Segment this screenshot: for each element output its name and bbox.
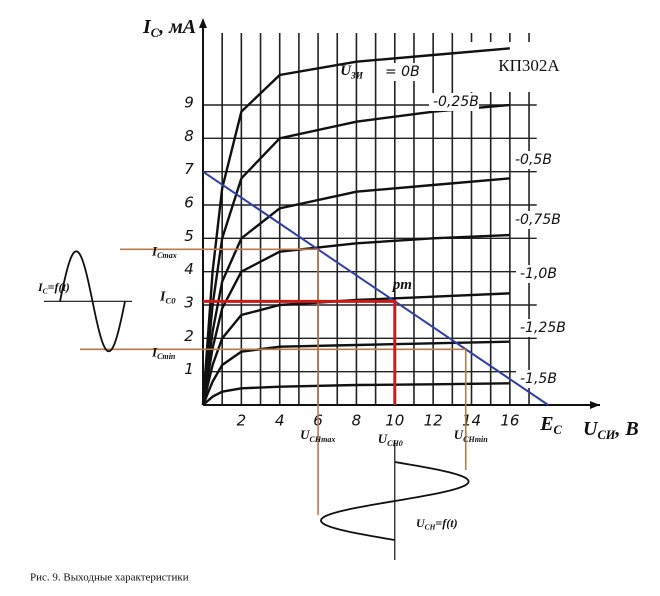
ucmax-label-main: U: [300, 427, 310, 442]
caption: Рис. 9. Выходные характеристики: [30, 572, 189, 584]
curve: [201, 292, 510, 406]
x-axis-label-rest: , В: [614, 418, 638, 440]
uc-wave-label-main: U: [416, 516, 426, 530]
series-label-bg: [516, 319, 566, 337]
x-tick-label: 2: [237, 412, 247, 430]
load-line: [202, 170, 549, 406]
chart-title: КП302А: [498, 56, 560, 75]
ic0-label: IC0: [159, 290, 176, 306]
uc-wave-label-rest: =f(t): [435, 516, 457, 530]
y-tick-label: 4: [184, 260, 194, 278]
series-label: = 0В: [385, 64, 420, 80]
ic-wave-label-rest: =f(t): [48, 280, 70, 294]
ic-wave-label-sub: C: [43, 286, 49, 295]
ucmax-label: UCHmax: [300, 427, 335, 444]
voltage-wave: [320, 461, 470, 541]
ec-label: EC: [539, 413, 562, 437]
uc0-label: UCH0: [378, 431, 403, 448]
uc0-label-sub: CH0: [387, 439, 403, 448]
y-tick-label: 9: [184, 94, 194, 112]
y-tick-label: 5: [184, 227, 194, 245]
y-axis-label-main: I: [142, 16, 152, 38]
y-axis-label-rest: , мА: [158, 16, 196, 38]
y-tick-label: 2: [184, 327, 194, 345]
ic0-label-sub: C0: [165, 296, 176, 306]
series-label: -0,75В: [515, 212, 561, 228]
y-tick-label: 3: [184, 294, 194, 312]
x-tick-label: 4: [275, 412, 285, 430]
y-tick-label: 8: [184, 127, 194, 145]
y-axis-label: IC, мА: [142, 16, 196, 40]
curve: [201, 103, 510, 406]
ucmin-label: UCHmin: [454, 427, 489, 444]
series-label: -1,25В: [520, 320, 566, 336]
operating-lines: [203, 299, 397, 405]
series-label-bg: [429, 93, 479, 111]
series-prefix: UЗИ: [340, 63, 364, 81]
series-label-bg: [516, 370, 566, 388]
ec-label-main: E: [539, 413, 553, 435]
y-arrow: [199, 18, 207, 28]
operating-point-label: pm: [391, 277, 412, 293]
series-prefix-main: U: [340, 63, 352, 79]
x-tick-label: 16: [500, 412, 519, 430]
ic-wave-label-main: I: [37, 280, 44, 294]
series-label-bg: [511, 211, 561, 229]
x-tick-label: 14: [462, 412, 481, 430]
y-tick-label: 1: [184, 360, 194, 378]
uc-wave-label: UCH=f(t): [416, 516, 458, 532]
curve: [202, 382, 510, 406]
ec-label-sub: C: [554, 423, 563, 437]
series-label: -0,25В: [433, 94, 479, 110]
series-label: -1,0В: [520, 266, 557, 282]
curve: [201, 177, 510, 406]
icmin-label-sub: Cmin: [157, 352, 176, 361]
icmin-label: ICmin: [151, 344, 176, 361]
y-tick-label: 7: [184, 160, 194, 178]
ic0-label-main: I: [159, 290, 166, 305]
series-prefix-sub: ЗИ: [350, 72, 364, 82]
x-axis-label: UСИ, В: [583, 418, 639, 442]
curve: [201, 47, 510, 406]
icmax-label-main: I: [151, 243, 158, 258]
icmax-label: ICmax: [151, 243, 177, 260]
uc-wave-label-sub: CH: [425, 522, 436, 531]
x-tick-label: 10: [385, 412, 404, 430]
x-tick-label: 12: [424, 412, 443, 430]
ic-wave-label: IC=f(t): [37, 280, 70, 296]
series-label: -1,5В: [520, 371, 557, 387]
x-axis-label-main: U: [583, 418, 599, 440]
x-tick-label: 8: [352, 412, 362, 430]
ucmax-label-sub: CHmax: [309, 435, 335, 444]
ucmin-label-sub: CHmin: [463, 435, 488, 444]
series-label-bg: [511, 151, 561, 169]
y-axis-label-sub: C: [151, 26, 160, 40]
series-label: -0,5В: [515, 152, 552, 168]
ucmin-label-main: U: [454, 427, 464, 442]
curve: [201, 233, 510, 406]
icmin-label-main: I: [151, 344, 158, 359]
x-axis-label-sub: СИ: [597, 428, 615, 442]
current-wave: [59, 250, 126, 353]
series-label-bg: [516, 265, 566, 283]
y-tick-label: 6: [184, 194, 194, 212]
icmax-label-sub: Cmax: [157, 251, 177, 260]
series-label-bg: [381, 63, 431, 81]
x-arrow: [590, 401, 600, 409]
uc0-label-main: U: [378, 431, 388, 446]
